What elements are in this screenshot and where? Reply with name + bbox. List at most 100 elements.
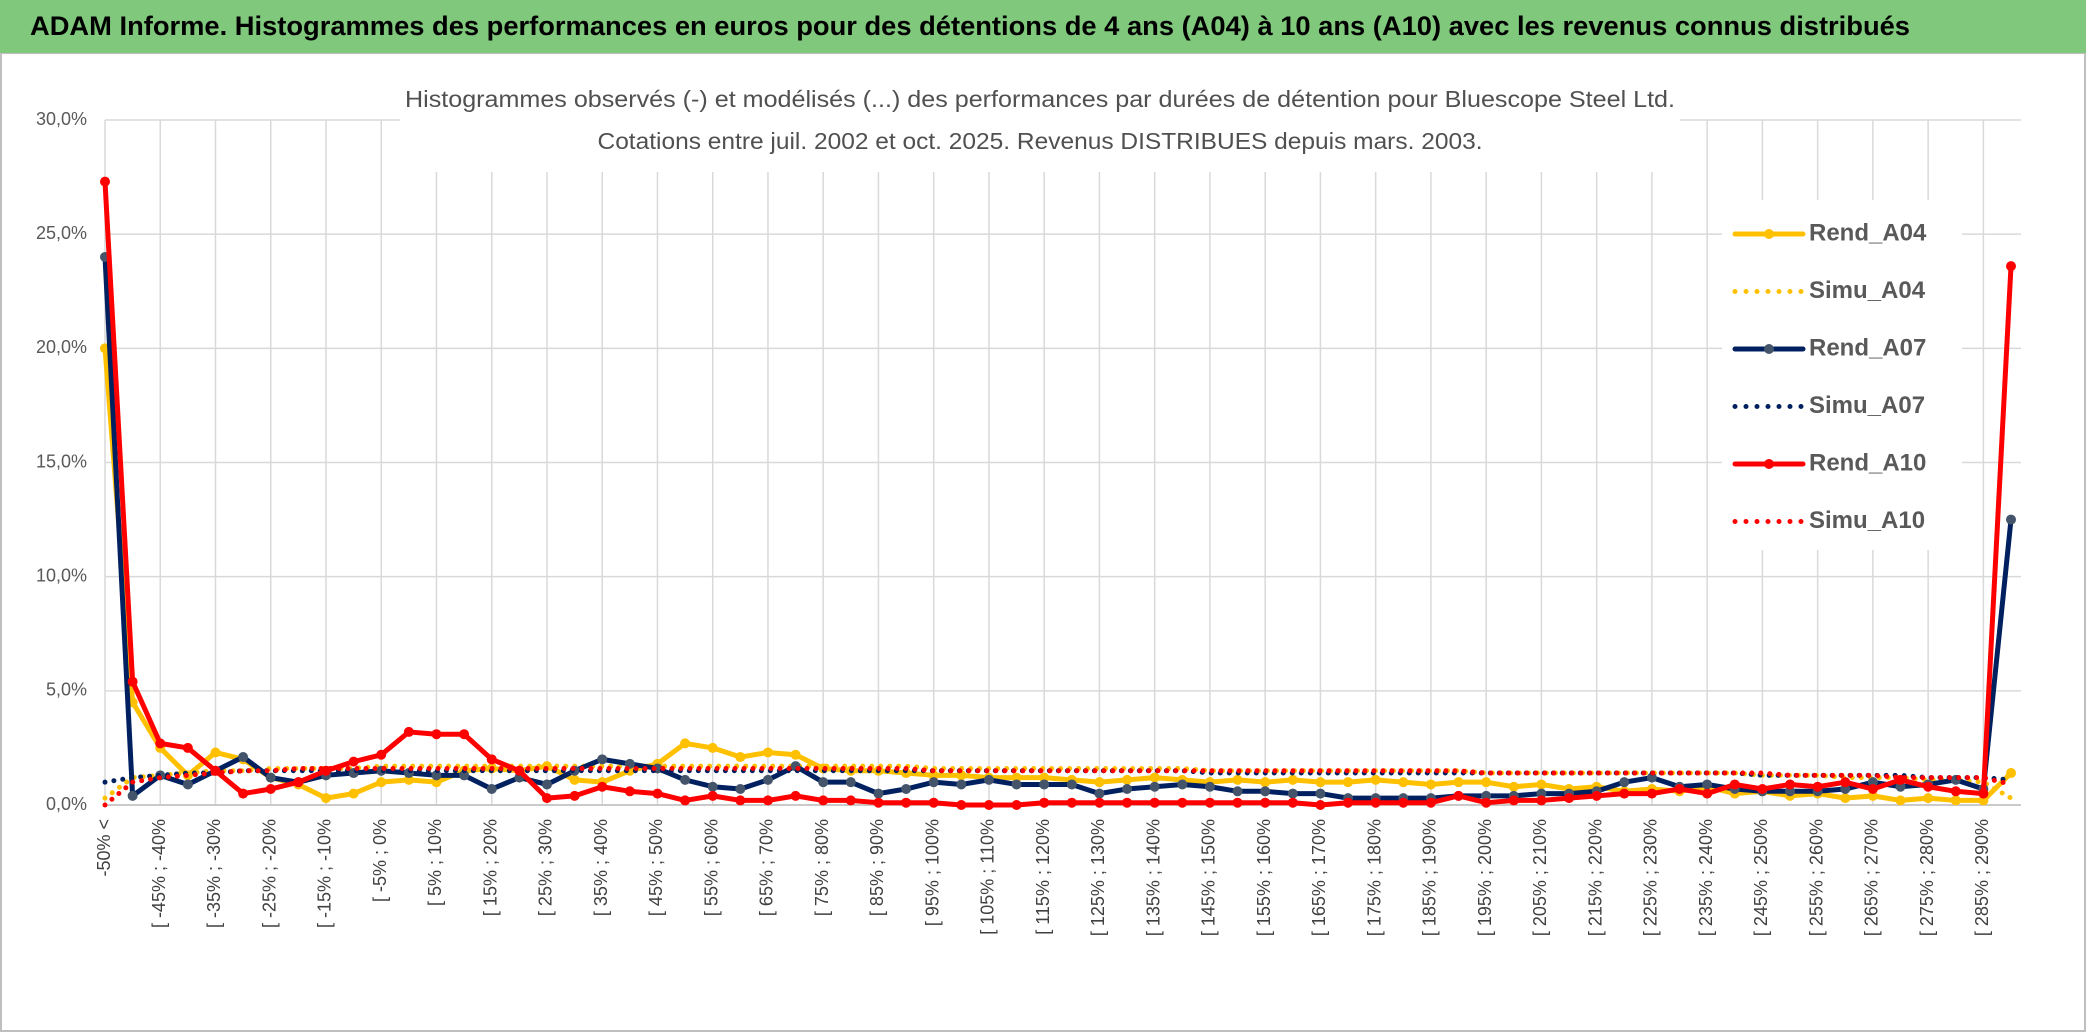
- x-tick-label: [ -15% ; -10%: [315, 819, 335, 928]
- marker: [1757, 784, 1768, 795]
- marker: [1011, 800, 1022, 810]
- marker: [735, 784, 746, 795]
- x-tick-label: [ 275% ; 280%: [1917, 819, 1937, 936]
- marker: [1066, 797, 1077, 808]
- x-tick-label: [ 55% ; 60%: [701, 819, 721, 916]
- marker: [1066, 779, 1077, 790]
- marker: [1840, 784, 1851, 795]
- marker: [1232, 786, 1243, 797]
- marker: [1149, 772, 1160, 783]
- marker: [1011, 772, 1022, 783]
- marker: [403, 726, 414, 737]
- chart-title: Histogrammes observés (-) et modélisés (…: [405, 86, 1675, 112]
- marker: [541, 793, 552, 804]
- legend-label: Rend_A04: [1809, 219, 1927, 246]
- y-tick-label: 20,0%: [36, 337, 87, 357]
- marker: [182, 742, 193, 753]
- marker: [1978, 795, 1989, 806]
- x-tick-label: [ 165% ; 170%: [1309, 819, 1329, 936]
- marker: [127, 676, 138, 687]
- marker: [1923, 793, 1934, 804]
- marker: [1536, 779, 1547, 790]
- dotted-line: [102, 763, 2014, 801]
- marker: [707, 742, 718, 753]
- legend-label: Simu_A07: [1809, 392, 1925, 419]
- marker: [1287, 788, 1298, 799]
- marker: [845, 777, 856, 788]
- marker: [1315, 777, 1326, 788]
- x-tick-label: [ 225% ; 230%: [1641, 819, 1661, 936]
- marker: [1508, 781, 1519, 792]
- marker: [707, 781, 718, 792]
- marker: [1204, 781, 1215, 792]
- marker: [1785, 786, 1796, 797]
- x-tick-label: [ 145% ; 150%: [1199, 819, 1219, 936]
- marker: [293, 777, 304, 788]
- y-tick-label: 25,0%: [36, 223, 87, 243]
- legend-marker: [1764, 459, 1774, 469]
- x-tick-label: [ 35% ; 40%: [591, 819, 611, 916]
- legend-label: Rend_A07: [1809, 334, 1926, 361]
- marker: [1702, 779, 1713, 790]
- x-tick-label: [ 185% ; 190%: [1420, 819, 1440, 936]
- marker: [348, 756, 359, 767]
- marker: [431, 777, 442, 788]
- marker: [1564, 793, 1575, 804]
- marker: [818, 777, 829, 788]
- marker: [1370, 797, 1381, 808]
- marker: [901, 797, 912, 808]
- x-tick-label: [ 5% ; 10%: [425, 819, 445, 906]
- marker: [1039, 797, 1050, 808]
- x-tick-label: [ 285% ; 290%: [1972, 819, 1992, 936]
- marker: [1122, 774, 1133, 785]
- marker: [680, 774, 691, 785]
- marker: [1398, 797, 1409, 808]
- legend-label: Rend_A10: [1809, 449, 1926, 476]
- marker: [1674, 784, 1685, 795]
- marker: [1260, 777, 1271, 788]
- x-tick-label: [ 25% ; 30%: [536, 819, 556, 916]
- marker: [983, 800, 994, 810]
- dotted-line: [102, 765, 2014, 808]
- marker: [762, 774, 773, 785]
- marker: [320, 793, 331, 804]
- marker: [1039, 772, 1050, 783]
- marker: [818, 795, 829, 806]
- x-tick-label: [ -35% ; -30%: [204, 819, 224, 928]
- marker: [1287, 797, 1298, 808]
- marker: [735, 795, 746, 806]
- marker: [1840, 777, 1851, 788]
- marker: [1619, 777, 1630, 788]
- marker: [265, 784, 276, 795]
- line: [102, 179, 2014, 808]
- marker: [1343, 777, 1354, 788]
- marker: [1315, 800, 1326, 810]
- header-bar: [0, 0, 2086, 53]
- marker: [735, 752, 746, 763]
- marker: [901, 784, 912, 795]
- marker: [1094, 788, 1105, 799]
- legend-label: Simu_A10: [1809, 507, 1925, 534]
- marker: [1729, 779, 1740, 790]
- marker: [845, 795, 856, 806]
- marker: [873, 788, 884, 799]
- marker: [403, 774, 414, 785]
- line: [102, 254, 2014, 801]
- x-tick-label: [ 115% ; 120%: [1033, 819, 1053, 935]
- marker: [569, 774, 580, 785]
- marker: [2006, 768, 2016, 779]
- marker: [1785, 779, 1796, 790]
- marker: [762, 747, 773, 758]
- marker: [238, 752, 249, 763]
- legend-label: Simu_A04: [1809, 277, 1926, 304]
- y-tick-label: 30,0%: [36, 109, 87, 129]
- title-backdrop: [400, 82, 1680, 172]
- marker: [1122, 797, 1133, 808]
- marker: [1370, 774, 1381, 785]
- marker: [155, 738, 166, 749]
- legend-box: [1722, 200, 1962, 550]
- marker: [1425, 779, 1436, 790]
- x-tick-label: [ 175% ; 180%: [1364, 819, 1384, 936]
- marker: [1840, 793, 1851, 804]
